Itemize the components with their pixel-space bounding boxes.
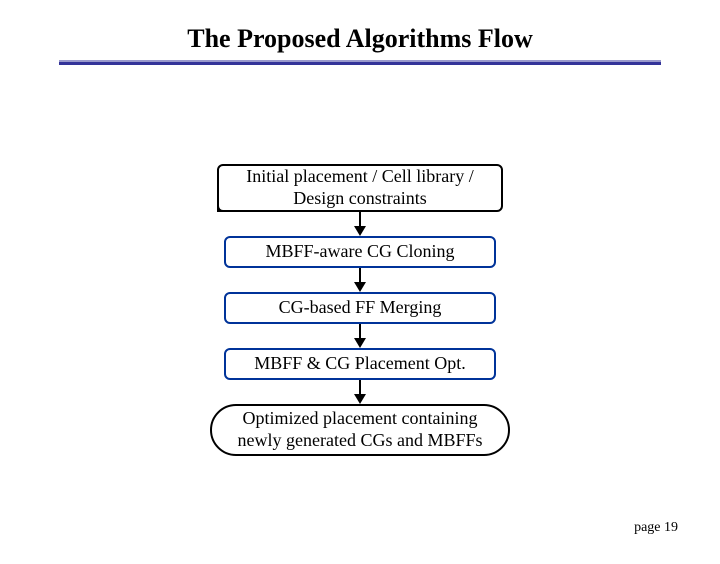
page-title: The Proposed Algorithms Flow bbox=[0, 24, 720, 54]
flow-node-label: MBFF-aware CG Cloning bbox=[266, 241, 455, 263]
flow-process-node: MBFF & CG Placement Opt. bbox=[224, 348, 496, 380]
arrow-down-icon bbox=[353, 268, 367, 292]
title-underline bbox=[59, 60, 661, 65]
flow-process-node: CG-based FF Merging bbox=[224, 292, 496, 324]
flow-node-label: Initial placement / Cell library / Desig… bbox=[246, 166, 473, 209]
arrow-down-icon bbox=[353, 324, 367, 348]
flow-node-label: Optimized placement containing newly gen… bbox=[238, 408, 483, 451]
flow-input-node: Initial placement / Cell library / Desig… bbox=[217, 164, 503, 212]
arrow-down-icon bbox=[353, 380, 367, 404]
page-number: page 19 bbox=[634, 520, 678, 536]
input-node-tab bbox=[217, 186, 245, 212]
flowchart: Initial placement / Cell library / Desig… bbox=[210, 164, 510, 456]
arrow-down-icon bbox=[353, 212, 367, 236]
flow-process-node: MBFF-aware CG Cloning bbox=[224, 236, 496, 268]
flow-terminal-node: Optimized placement containing newly gen… bbox=[210, 404, 510, 456]
flow-node-label: MBFF & CG Placement Opt. bbox=[254, 353, 466, 375]
flow-node-label: CG-based FF Merging bbox=[279, 297, 442, 319]
